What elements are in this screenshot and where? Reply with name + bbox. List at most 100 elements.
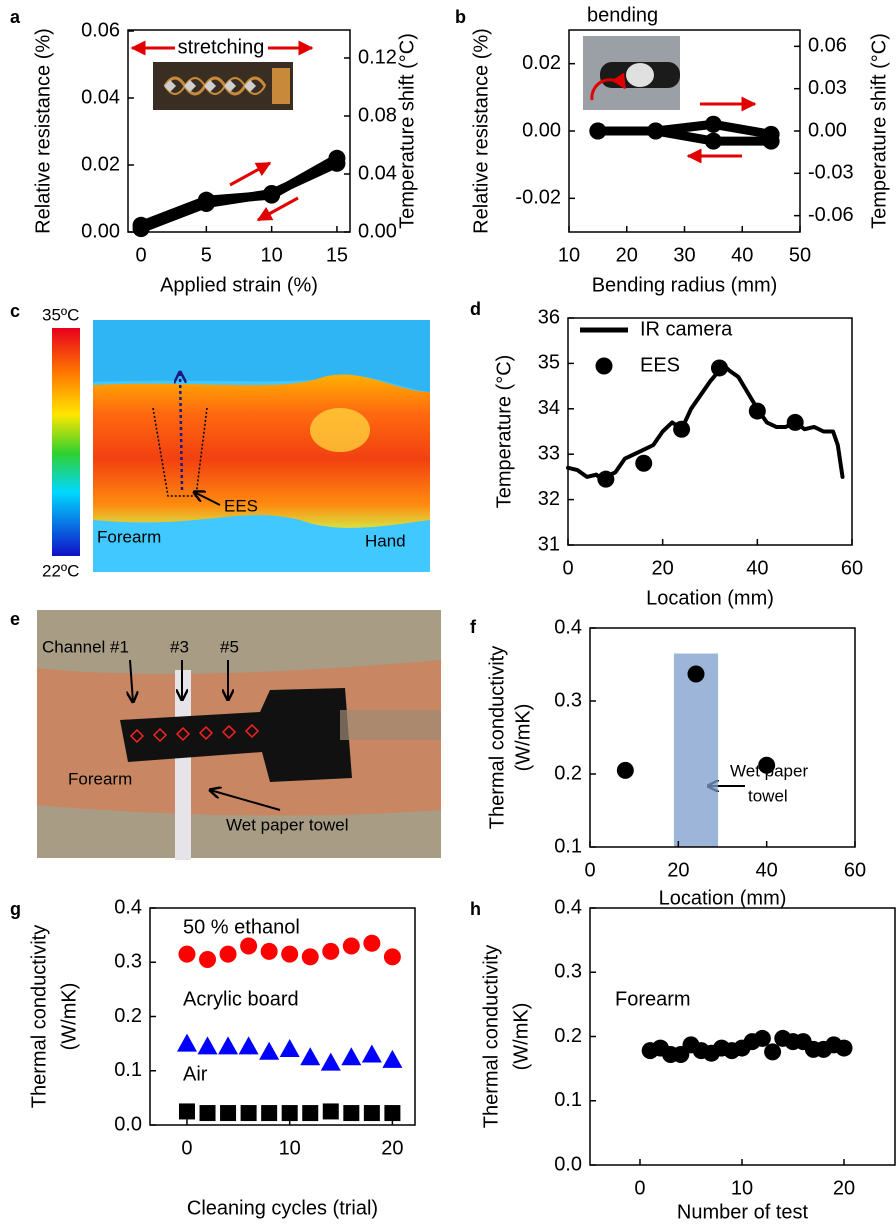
x-tick-label: 5 (201, 244, 212, 266)
annotation: bending (587, 4, 658, 26)
data-point (343, 1105, 360, 1122)
panel-b-decor (583, 36, 757, 164)
y-tick-label: 0.3 (554, 689, 582, 711)
x-tick-label: 10 (558, 244, 580, 266)
y-tick-label: 0.0 (114, 1113, 142, 1135)
data-line (593, 126, 776, 146)
x-axis-label: Location (mm) (659, 887, 787, 909)
panel-letter: h (470, 899, 481, 919)
data-point (704, 132, 722, 150)
y-tick-label: 0.02 (522, 52, 561, 74)
image-label: EES (224, 496, 258, 515)
x-tick-label: 40 (756, 859, 778, 881)
y-axis-label: (W/mK) (510, 1003, 532, 1071)
y-tick-label: 0.4 (554, 616, 582, 638)
data-point (762, 132, 780, 150)
data-point (328, 154, 346, 172)
y-axis-label: (W/mK) (512, 704, 534, 772)
y2-tick-label: 0.00 (358, 220, 397, 242)
x-tick-label: 30 (673, 244, 695, 266)
data-point (199, 1105, 216, 1122)
series-label: 50 % ethanol (183, 916, 300, 938)
data-point (753, 1029, 771, 1047)
data-point (361, 1044, 382, 1063)
plot-frame (127, 29, 351, 233)
data-point (597, 470, 615, 488)
image-label: Hand (365, 531, 406, 550)
image-label: Wet paper towel (226, 815, 349, 834)
y-tick-label: 33 (538, 442, 560, 464)
data-point (320, 1052, 341, 1071)
x-tick-label: 0 (584, 859, 595, 881)
data-point (281, 945, 299, 963)
y2-tick-label: 0.06 (808, 35, 847, 57)
data-point (363, 1105, 380, 1122)
annotation: towel (748, 786, 788, 805)
x-axis-label: Location (mm) (646, 587, 774, 609)
arrow (130, 659, 133, 702)
data-point (176, 1033, 197, 1052)
data-point (710, 359, 728, 377)
y-axis-label: Thermal conductivity (28, 925, 50, 1108)
image-label: Channel #1 (42, 637, 129, 656)
x-tick-label: 40 (746, 557, 768, 579)
y-tick-label: 35 (538, 352, 560, 374)
panel-a-decor (130, 40, 314, 222)
data-point (835, 1039, 853, 1057)
y2-axis-label: Temperature shift (°C) (396, 33, 418, 229)
y-axis-label: Temperature (°C) (493, 355, 515, 509)
data-point (635, 454, 653, 472)
y-tick-label: 0.2 (554, 1025, 582, 1047)
legend-label: EES (640, 354, 680, 376)
y-tick-label: 32 (538, 488, 560, 510)
data-point (383, 948, 401, 966)
y-tick-label: 0.2 (554, 762, 582, 784)
panel-c: c 35ºC 22ºC Forearm EES Hand (10, 301, 430, 580)
legend-marker (595, 357, 613, 375)
x-axis-label: Number of test (677, 1201, 809, 1223)
data-point (261, 1105, 278, 1122)
data-point (263, 184, 281, 202)
image-label: Forearm (68, 769, 132, 788)
y-axis-label: Relative resistance (%) (32, 28, 54, 234)
data-point (382, 1049, 403, 1068)
sensor-outline (152, 407, 208, 497)
image-label: Forearm (97, 527, 161, 546)
x-tick-label: 50 (789, 244, 811, 266)
photo-sensors (129, 723, 260, 744)
data-point (219, 945, 237, 963)
data-point (342, 937, 360, 955)
y-tick-label: 0.04 (81, 86, 120, 108)
x-tick-label: 20 (652, 557, 674, 579)
data-point (240, 1105, 257, 1122)
data-point (178, 945, 196, 963)
y-tick-label: 0.4 (114, 896, 142, 918)
data-point (322, 1103, 339, 1120)
arrow (229, 161, 272, 187)
series-label: Acrylic board (183, 988, 299, 1010)
x-tick-label: 10 (261, 244, 283, 266)
x-tick-label: 60 (841, 557, 863, 579)
inset-tube-end (626, 63, 654, 87)
x-tick-label: 15 (326, 244, 348, 266)
y2-tick-label: 0.00 (808, 119, 847, 141)
annotation: Wet paper (730, 761, 808, 780)
y-tick-label: 31 (538, 533, 560, 555)
colorbar (52, 328, 80, 556)
y-tick-label: 0.00 (81, 220, 120, 242)
x-axis-label: Cleaning cycles (trial) (187, 1197, 378, 1219)
data-point (341, 1047, 362, 1066)
x-axis-label: Bending radius (mm) (592, 274, 778, 296)
data-point (199, 951, 217, 969)
thermal-arm (93, 374, 430, 528)
data-point (647, 122, 665, 140)
y-tick-label: 0.1 (114, 1059, 142, 1081)
highlight-band (673, 653, 719, 847)
x-tick-label: 10 (279, 1137, 301, 1159)
annotation: stretching (178, 36, 265, 58)
data-point (178, 1103, 195, 1120)
colorbar-label: 35ºC (42, 305, 79, 324)
x-tick-label: 0 (181, 1137, 192, 1159)
data-point (384, 1105, 401, 1122)
y-tick-label: 34 (538, 397, 560, 419)
